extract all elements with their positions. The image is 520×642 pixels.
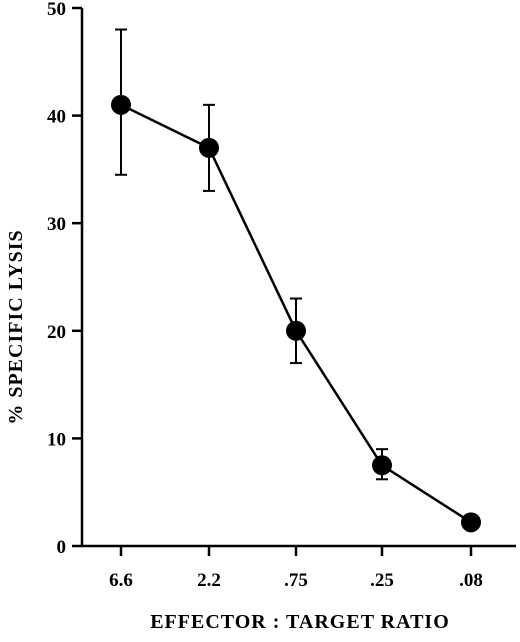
y-ticks: 0 10 20 30 40 50 [47,0,82,558]
x-ticks: 6.6 2.2 .75 .25 .08 [109,546,483,591]
axes [80,8,516,548]
y-axis-title: % SPECIFIC LYSIS [5,229,27,424]
series-layer [111,28,481,533]
x-tick-label: .25 [370,570,394,591]
data-point-.08 [461,512,481,533]
y-tick-label: 10 [47,429,66,450]
data-point-6.6 [111,94,131,115]
x-axis-title: EFFECTOR : TARGET RATIO [150,611,450,633]
x-tick-label: .08 [459,570,483,591]
data-point-.75 [286,320,306,341]
x-tick-label: 6.6 [109,570,133,591]
x-tick-label: 2.2 [197,570,221,591]
y-tick-label: 50 [47,0,66,20]
x-tick-label: .75 [284,570,308,591]
y-tick-label: 40 [47,107,66,128]
data-point-2.2 [199,137,219,158]
data-point-.25 [372,455,392,476]
y-tick-label: 0 [57,537,67,558]
y-tick-label: 30 [47,214,66,235]
y-tick-label: 20 [47,322,66,343]
